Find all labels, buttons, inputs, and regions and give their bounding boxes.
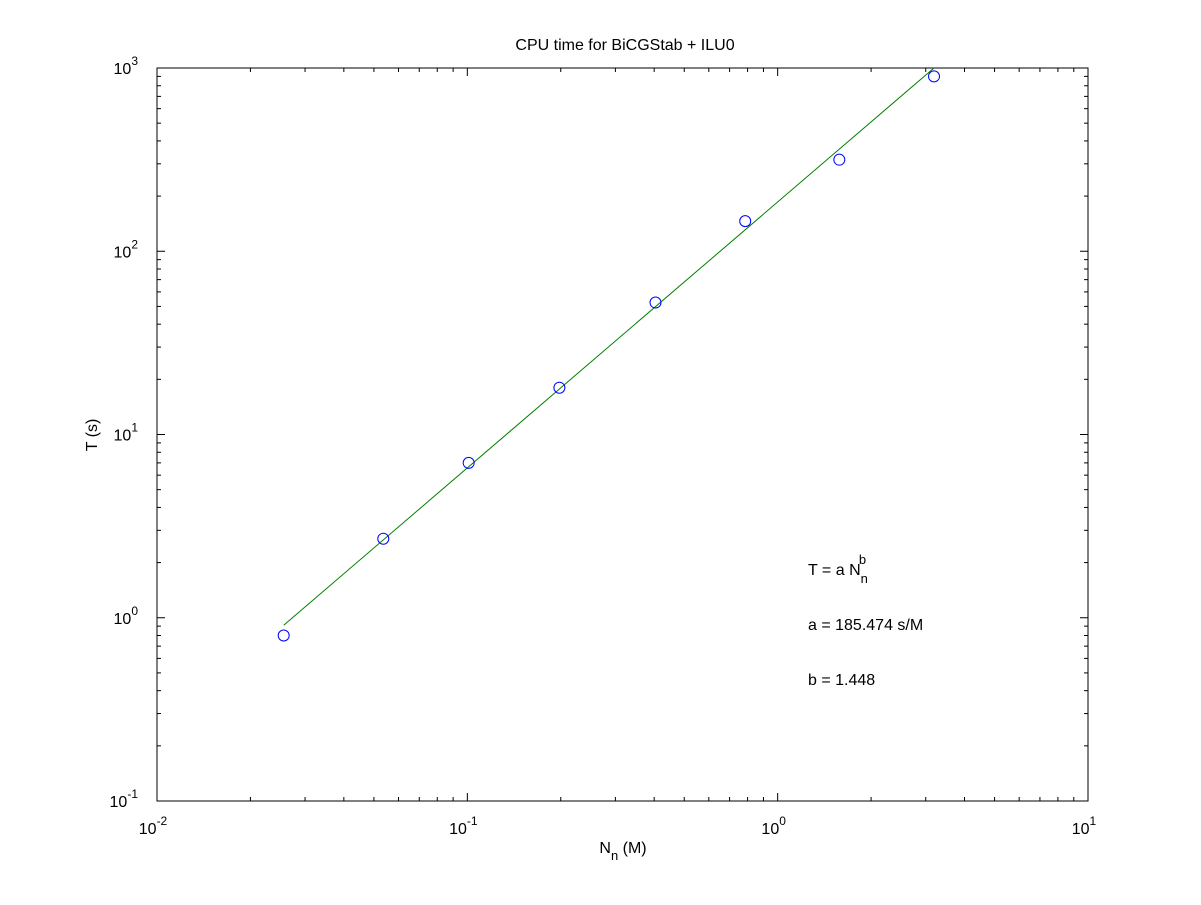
x-axis-label-unit: (M) bbox=[618, 840, 646, 857]
data-point-marker bbox=[649, 296, 662, 309]
y-tick-label: 10-1 bbox=[110, 787, 139, 811]
x-tick-label-exponent: -2 bbox=[157, 814, 168, 828]
formula-main: T = a N bbox=[808, 562, 861, 579]
x-axis-label: Nn (M) bbox=[599, 840, 646, 863]
y-tick-label-base: 10 bbox=[114, 244, 132, 261]
y-axis-label: T (s) bbox=[84, 419, 101, 452]
y-tick-label-exponent: 1 bbox=[131, 421, 138, 435]
y-tick-label-exponent: 2 bbox=[131, 237, 138, 251]
x-tick-label: 100 bbox=[761, 814, 786, 838]
x-tick-label-exponent: -1 bbox=[467, 814, 478, 828]
x-axis-tick-labels: 10-2 10-1 100 101 bbox=[139, 814, 1097, 838]
x-tick-label-base: 10 bbox=[449, 821, 467, 838]
x-tick-label: 10-2 bbox=[139, 814, 168, 838]
x-tick-label-base: 10 bbox=[139, 821, 157, 838]
data-point-marker bbox=[277, 629, 290, 642]
x-tick-label-base: 10 bbox=[1072, 821, 1090, 838]
y-tick-label-exponent: 3 bbox=[131, 54, 138, 68]
y-tick-label-base: 10 bbox=[114, 611, 132, 628]
y-tick-label-base: 10 bbox=[114, 61, 132, 78]
data-point-marker bbox=[377, 532, 390, 545]
x-tick-label-exponent: 0 bbox=[779, 814, 786, 828]
data-point-marker bbox=[928, 70, 941, 83]
coefficient-a-annotation: a = 185.474 s/M bbox=[808, 617, 923, 634]
chart-title: CPU time for BiCGStab + ILU0 bbox=[515, 37, 734, 54]
data-point-marker bbox=[833, 153, 846, 166]
formula-subscript: n bbox=[861, 571, 868, 586]
coefficient-b-annotation: b = 1.448 bbox=[808, 672, 875, 689]
x-tick-label: 101 bbox=[1072, 814, 1097, 838]
power-law-fit-line bbox=[283, 67, 935, 626]
minor-tick-marks bbox=[157, 68, 1088, 801]
fit-line-layer bbox=[283, 67, 935, 626]
formula-annotation: T = a Nnb bbox=[808, 552, 868, 586]
x-tick-label-base: 10 bbox=[761, 821, 779, 838]
y-tick-label: 103 bbox=[114, 54, 139, 78]
y-tick-label-exponent: 0 bbox=[131, 604, 138, 618]
x-tick-label-exponent: 1 bbox=[1090, 814, 1097, 828]
y-tick-label: 102 bbox=[114, 237, 139, 261]
data-point-marker bbox=[462, 456, 475, 469]
data-point-marker bbox=[553, 381, 566, 394]
data-marker-layer bbox=[277, 70, 941, 642]
x-axis-label-sub: n bbox=[611, 848, 618, 863]
major-tick-marks bbox=[156, 67, 1089, 802]
y-tick-label: 100 bbox=[114, 604, 139, 628]
y-tick-label-base: 10 bbox=[110, 794, 128, 811]
x-tick-label: 10-1 bbox=[449, 814, 478, 838]
y-tick-label-base: 10 bbox=[114, 428, 132, 445]
formula-superscript: b bbox=[859, 552, 866, 567]
plot-area bbox=[156, 67, 1089, 802]
data-point-marker bbox=[739, 215, 752, 228]
y-tick-label: 101 bbox=[114, 421, 139, 445]
y-tick-label-exponent: -1 bbox=[127, 787, 138, 801]
x-axis-label-main: N bbox=[599, 840, 611, 857]
